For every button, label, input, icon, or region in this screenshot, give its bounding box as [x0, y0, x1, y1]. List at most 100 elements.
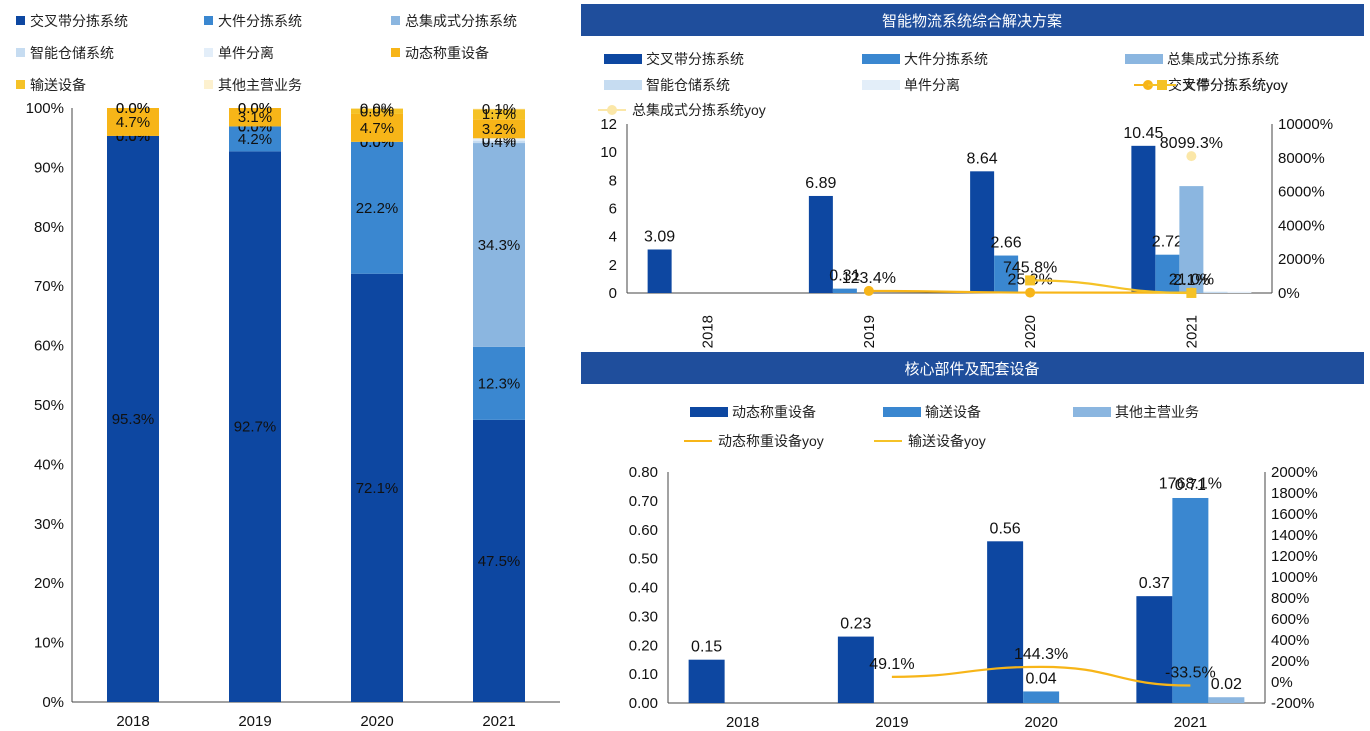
y-tick-label: 0.60: [629, 522, 658, 539]
y-tick-label: 0.70: [629, 493, 658, 510]
legend-label: 总集成式分拣系统: [1167, 51, 1279, 67]
y-tick-label: 0.10: [629, 666, 658, 683]
stack-segment: [473, 419, 525, 702]
legend-label: 交叉带分拣系统: [30, 13, 128, 29]
yoy-marker: [1025, 287, 1036, 298]
bar: [987, 541, 1024, 703]
legend-marker: [1157, 80, 1167, 90]
legend-label: 交叉带分拣系统yoy: [1168, 77, 1288, 93]
y2-tick-label: 0%: [1278, 285, 1300, 302]
stack-segment: [229, 126, 281, 152]
yoy-marker: [863, 285, 874, 296]
y-tick-label: 100%: [26, 100, 64, 117]
x-tick-label: 2020: [360, 713, 393, 730]
y2-tick-label: 2000%: [1278, 251, 1325, 268]
x-tick-label: 2018: [116, 713, 149, 730]
data-label: 6.89: [805, 175, 836, 192]
legend-swatch: [204, 48, 213, 57]
y-tick-label: 0.50: [629, 551, 658, 568]
stack-segment: [473, 119, 525, 139]
legend-swatch: [1073, 407, 1111, 417]
data-label: 0.23: [840, 616, 871, 633]
bar: [1136, 596, 1173, 703]
bar: [647, 249, 672, 293]
stack-segment: [107, 135, 159, 703]
data-label: 3.2%: [482, 121, 516, 138]
yoy-label: -33.5%: [1165, 665, 1216, 682]
stack-segment: [473, 143, 525, 347]
data-label: 47.5%: [478, 553, 521, 570]
y2-tick-label: 4000%: [1278, 217, 1325, 234]
legend-label: 大件分拣系统: [218, 13, 302, 29]
data-label: 3.1%: [238, 109, 272, 126]
legend-marker: [607, 105, 617, 115]
y-tick-label: 0.30: [629, 608, 658, 625]
legend-label: 总集成式分拣系统: [405, 13, 517, 29]
bar: [688, 659, 725, 703]
yoy-marker: [1025, 275, 1036, 286]
legend-swatch: [883, 407, 921, 417]
y2-tick-label: 1800%: [1271, 485, 1318, 502]
yoy-marker: [1186, 287, 1197, 298]
x-tick-label: 2019: [875, 714, 908, 731]
stack-segment: [473, 109, 525, 120]
y-tick-label: 0.80: [629, 464, 658, 481]
y-tick-label: 90%: [34, 159, 64, 176]
yoy-label: 8099.3%: [1160, 135, 1223, 152]
y2-tick-label: -200%: [1271, 695, 1314, 712]
y-tick-label: 20%: [34, 575, 64, 592]
yoy-label: 123.4%: [842, 270, 896, 287]
data-label: 1.7%: [482, 106, 516, 123]
y-tick-label: 0.40: [629, 580, 658, 597]
bar: [1179, 186, 1204, 293]
data-label: 4.7%: [116, 114, 150, 131]
stack-segment: [473, 140, 525, 144]
y-tick-label: 8: [609, 172, 617, 189]
legend-swatch: [391, 16, 400, 25]
legend-swatch: [16, 16, 25, 25]
yoy-label: 49.1%: [869, 656, 914, 673]
yoy-marker: [1186, 151, 1197, 162]
legend-label: 输送设备yoy: [908, 433, 986, 449]
legend-swatch: [204, 16, 213, 25]
y2-tick-label: 10000%: [1278, 116, 1333, 133]
y2-tick-label: 1400%: [1271, 527, 1318, 544]
legend-label: 动态称重设备yoy: [718, 433, 824, 449]
stack-segment: [473, 138, 525, 141]
chart-title-bar: [581, 4, 1364, 36]
y-tick-label: 80%: [34, 219, 64, 236]
bar: [1023, 691, 1060, 703]
data-label: 4.7%: [360, 120, 394, 137]
y-tick-label: 0.00: [629, 695, 658, 712]
chart-title-bar: [581, 352, 1364, 384]
yoy-line: [1030, 279, 1192, 295]
legend-swatch: [16, 48, 25, 57]
y-tick-label: 6: [609, 201, 617, 218]
yoy-label: 21.0%: [1169, 272, 1214, 289]
legend-label: 交叉带分拣系统: [646, 51, 744, 67]
legend-swatch: [604, 80, 642, 90]
y2-tick-label: 2000%: [1271, 464, 1318, 481]
yoy-label: 1768.1%: [1159, 475, 1222, 492]
x-tick-label: 2021: [1174, 714, 1207, 731]
y-tick-label: 0%: [42, 694, 64, 711]
bar: [994, 255, 1019, 293]
legend-swatch: [204, 80, 213, 89]
y-tick-label: 12: [600, 116, 617, 133]
x-tick-label: 2021: [482, 713, 515, 730]
data-label: 0.1%: [482, 101, 516, 118]
data-label: 0.0%: [116, 100, 150, 117]
data-label: 0.0%: [238, 100, 272, 117]
data-label: 95.3%: [112, 411, 155, 428]
bar: [1155, 254, 1180, 293]
legend-label: 其他主营业务: [218, 77, 302, 93]
data-label: 0.0%: [116, 100, 150, 117]
data-label: 22.2%: [356, 200, 399, 217]
y-tick-label: 10%: [34, 635, 64, 652]
bar: [1172, 497, 1209, 703]
legend-label: 智能仓储系统: [30, 45, 114, 61]
legend-swatch: [1125, 54, 1163, 64]
stack-segment: [351, 108, 403, 114]
